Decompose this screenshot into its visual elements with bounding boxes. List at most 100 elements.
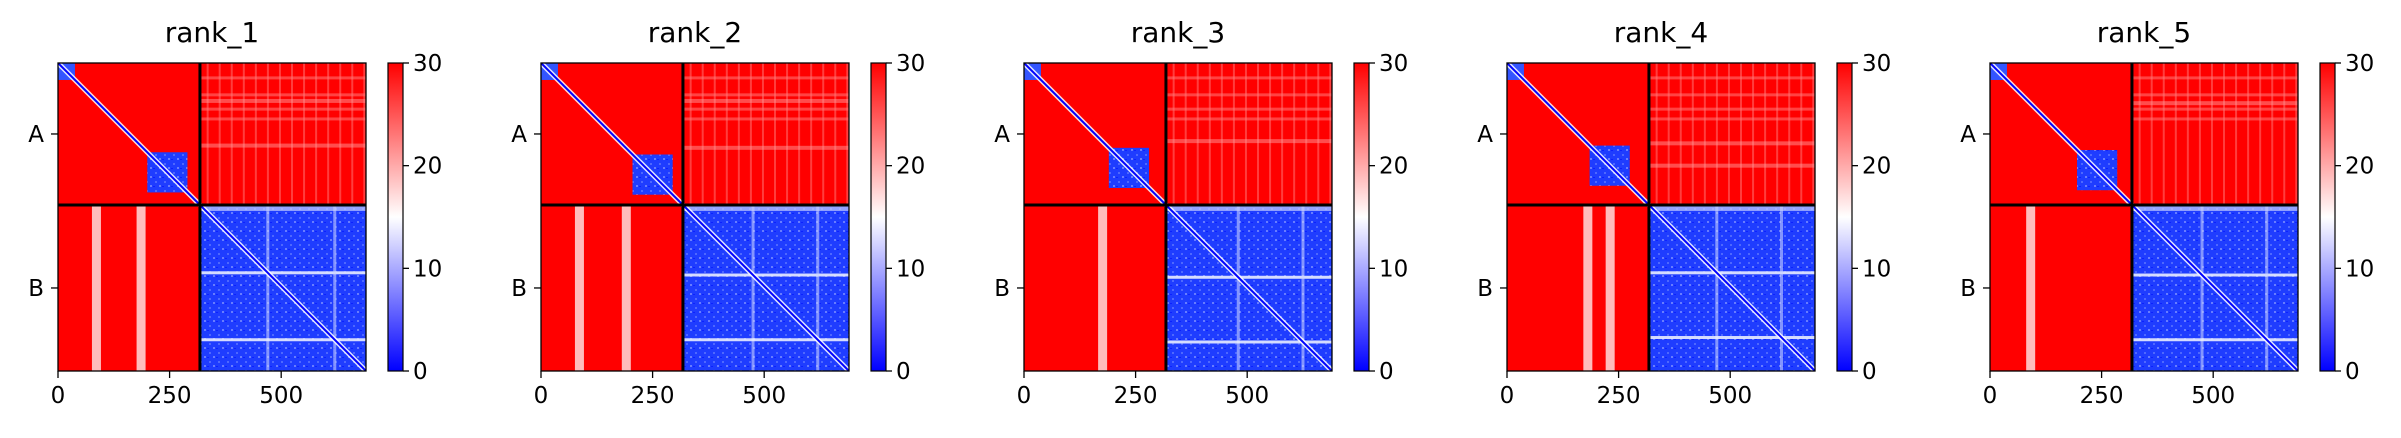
heatmap-stripe — [682, 107, 849, 111]
y-chain-label: B — [1477, 276, 1493, 302]
heatmap-stripe — [315, 63, 318, 205]
panel-title: rank_3 — [1131, 16, 1225, 49]
heatmap-light-row — [1648, 141, 1815, 146]
heatmap-light-column — [91, 204, 101, 371]
heatmap-stripe — [199, 93, 366, 97]
panel-title: rank_2 — [648, 16, 742, 49]
colorbar — [1836, 62, 1853, 372]
colorbar-tick-label: 10 — [413, 256, 442, 282]
heatmap-stripe — [846, 63, 849, 205]
colorbar-tick-label: 0 — [413, 359, 428, 385]
colorbar-tick-label: 30 — [1862, 51, 1891, 77]
heatmap-panel: rank_3 0 250 500 A B 0 10 20 30 — [994, 16, 1408, 409]
heatmap-light-row — [1648, 163, 1815, 168]
colorbar — [870, 62, 887, 372]
heatmap-stripe — [254, 63, 257, 205]
colorbar-tick-label: 0 — [896, 359, 911, 385]
heatmap-stripe — [2131, 76, 2298, 80]
heatmap-stripe — [1172, 63, 1175, 205]
heatmap-stripe — [1740, 63, 1743, 205]
heatmap-stripe — [1165, 93, 1332, 97]
colorbar-tick-label: 10 — [896, 256, 925, 282]
heatmap-light-row — [2131, 101, 2298, 106]
x-tick-label: 500 — [259, 383, 303, 409]
heatmap-stripe — [1764, 63, 1767, 205]
diagonal-line — [1507, 63, 1815, 371]
diagonal-line — [58, 63, 366, 371]
axes-frame — [1023, 62, 1333, 372]
colorbar-tick-label: 20 — [1862, 154, 1891, 180]
heatmap-light-row — [199, 338, 366, 342]
heatmap-panel: rank_5 0 250 500 A B 0 10 20 30 — [1960, 16, 2374, 409]
heatmap-light-row — [199, 271, 366, 275]
heatmap-stripe — [1317, 63, 1320, 205]
heatmap-stripe — [2162, 63, 2165, 205]
y-chain-label: A — [511, 122, 527, 148]
heatmap-light-column — [2200, 204, 2204, 371]
x-tick-label: 250 — [1597, 383, 1641, 409]
heatmap-stripe — [1165, 107, 1332, 111]
colorbar — [2319, 62, 2336, 372]
heatmap-stripe — [1727, 63, 1730, 205]
heatmap-stripe — [1244, 63, 1247, 205]
colorbar-tick-label: 0 — [1862, 359, 1877, 385]
colorbar-tick-label: 0 — [2345, 359, 2360, 385]
panel-title: rank_5 — [2097, 16, 2191, 49]
heatmap-image — [541, 63, 849, 371]
heatmap-stripe — [2271, 63, 2274, 205]
colorbar-tick-label: 20 — [896, 154, 925, 180]
heatmap-stripe — [834, 63, 837, 205]
heatmap-stripe — [218, 63, 221, 205]
heatmap-light-row — [1648, 271, 1815, 275]
heatmap-light-row — [199, 98, 366, 103]
heatmap-light-row — [2131, 204, 2298, 211]
heatmap-light-column — [1301, 204, 1305, 371]
heatmap-light-row — [682, 98, 849, 103]
heatmap-light-column — [2026, 204, 2036, 371]
heatmap-light-column — [1780, 204, 1784, 371]
heatmap-light-row — [1165, 275, 1332, 279]
colorbar-tick-label: 30 — [413, 51, 442, 77]
heatmap-light-row — [199, 204, 366, 211]
heatmap-panel: rank_1 0 250 500 A B 0 10 20 30 — [28, 16, 442, 409]
heatmap-stripe — [1329, 63, 1332, 205]
colorbar-tick-label: 20 — [2345, 154, 2374, 180]
colorbar — [387, 62, 404, 372]
heatmap-stripe — [1800, 63, 1803, 205]
heatmap-stripe — [682, 117, 849, 121]
heatmap-stripe — [199, 76, 366, 80]
heatmap-light-row — [682, 204, 849, 211]
heatmap-light-row — [2131, 273, 2298, 277]
heatmap-stripe — [713, 63, 716, 205]
heatmap-image — [1024, 63, 1332, 371]
heatmap-light-row — [682, 273, 849, 277]
heatmap-stripe — [1691, 63, 1694, 205]
x-tick-label: 0 — [1983, 383, 1998, 409]
y-chain-label: B — [1960, 276, 1976, 302]
x-tick-label: 500 — [742, 383, 786, 409]
heatmap-stripe — [1165, 117, 1332, 121]
x-tick-label: 250 — [631, 383, 675, 409]
heatmap-stripe — [2295, 63, 2298, 205]
heatmap-stripe — [2223, 63, 2226, 205]
heatmap-light-column — [333, 204, 337, 371]
colorbar-tick-label: 20 — [1379, 154, 1408, 180]
colorbar-tick-label: 30 — [896, 51, 925, 77]
heatmap-light-column — [1098, 204, 1108, 371]
y-chain-label: B — [28, 276, 44, 302]
heatmap-stripe — [291, 63, 294, 205]
heatmap-light-row — [199, 143, 366, 148]
x-tick-label: 500 — [2191, 383, 2235, 409]
axes-frame — [1506, 62, 1816, 372]
heatmap-light-row — [1165, 139, 1332, 144]
heatmap-stripe — [2131, 107, 2298, 111]
y-chain-label: B — [511, 276, 527, 302]
x-tick-label: 250 — [1114, 383, 1158, 409]
heatmap-stripe — [230, 63, 233, 205]
heatmap-stripe — [1752, 63, 1755, 205]
heatmap-stripe — [266, 63, 269, 205]
heatmap-stripe — [2210, 63, 2213, 205]
heatmap-stripe — [303, 63, 306, 205]
heatmap-stripe — [199, 107, 366, 111]
heatmap-light-row — [1165, 204, 1332, 211]
